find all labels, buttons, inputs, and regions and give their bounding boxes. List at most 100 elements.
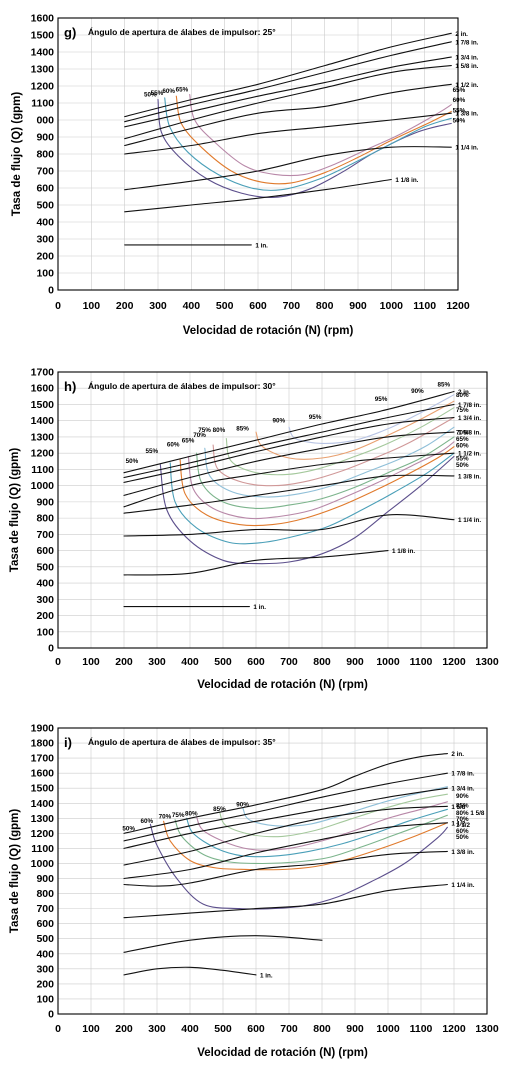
y-tick-label: 0 <box>48 285 54 297</box>
x-tick-label: 300 <box>149 300 167 312</box>
diameter-label: 1 7/8 in. <box>455 39 478 46</box>
diameter-line-2-in <box>123 390 455 474</box>
opening-label: 90% <box>273 417 286 424</box>
y-tick-label: 1600 <box>31 383 55 395</box>
opening-label: 65% <box>176 87 189 94</box>
diameter-label: 1 1/8 in. <box>395 177 418 184</box>
y-tick-label: 500 <box>36 561 54 573</box>
opening-label: 90% <box>236 801 249 808</box>
y-tick-label: 700 <box>36 166 54 178</box>
y-tick-label: 1200 <box>31 828 55 840</box>
opening-line-80 <box>196 801 448 851</box>
y-tick-label: 1100 <box>31 98 54 110</box>
opening-right-label: 55% <box>453 107 466 114</box>
y-tick-label: 000 <box>36 115 54 127</box>
opening-right-label: 60% <box>456 828 469 835</box>
y-tick-label: 1300 <box>31 813 55 825</box>
y-tick-label: 400 <box>36 217 54 229</box>
opening-line-50 <box>149 823 448 910</box>
x-tick-label: 0 <box>55 656 61 668</box>
y-tick-label: 1200 <box>31 81 55 93</box>
x-tick-label: 1300 <box>475 656 499 668</box>
y-tick-label: 300 <box>36 234 54 246</box>
y-tick-label: 0 <box>48 1009 54 1021</box>
opening-line-85 <box>219 793 448 838</box>
opening-line-55 <box>164 97 452 192</box>
y-tick-label: 1400 <box>31 47 55 59</box>
diameter-line-1-7-8-in <box>123 403 455 479</box>
opening-right-label: 70% <box>456 430 469 437</box>
y-tick-label: 1000 <box>31 858 55 870</box>
x-tick-label: 900 <box>346 656 364 668</box>
chart-panel-i: 0 100 200 300 400 500 600 700 800 900 1000 1100 1200… <box>0 712 517 1072</box>
diameter-label: 1 1/4 in. <box>458 517 481 524</box>
x-tick-label: 1000 <box>376 1023 400 1035</box>
x-axis-label: Velocidad de rotación (N) (rpm) <box>197 1047 368 1059</box>
opening-line-65 <box>187 441 455 520</box>
opening-right-label: 50% <box>456 462 469 469</box>
opening-label: 85% <box>438 382 451 389</box>
y-tick-label: 600 <box>36 183 54 195</box>
y-tick-label: 1600 <box>31 768 55 780</box>
x-tick-label: 900 <box>346 1023 364 1035</box>
x-tick-label: 0 <box>55 1023 61 1035</box>
opening-label: 90% <box>411 388 424 395</box>
y-tick-label: 1900 <box>31 723 55 735</box>
opening-label: 60% <box>167 442 180 449</box>
diameter-line-1-1-4-in <box>123 514 455 537</box>
y-tick-label: 300 <box>36 594 54 606</box>
opening-right-label: 65% <box>453 87 466 94</box>
y-tick-label: 100 <box>36 268 54 280</box>
panel-letter: g) <box>64 25 76 40</box>
diameter-label: 1 7/8 in. <box>451 771 474 778</box>
diameter-label: 1 3/4 in. <box>451 786 474 793</box>
opening-right-label: 1 1/2 <box>456 822 471 829</box>
y-axis-label: Tasa de flujo (Q) (gpm) <box>11 92 23 217</box>
x-tick-label: 100 <box>83 300 101 312</box>
x-tick-label: 200 <box>115 1023 133 1035</box>
diameter-label: 1 3/8 in. <box>455 111 478 118</box>
opening-label: 50% <box>126 458 139 465</box>
diameter-line-unnamed <box>123 935 323 953</box>
x-tick-label: 300 <box>148 1023 166 1035</box>
diameter-label: 1 in. <box>253 604 266 611</box>
diameter-line-1-7-8-in <box>123 772 448 842</box>
opening-label: 75% 80% <box>198 427 225 434</box>
opening-series-group: 50%55%60%65%70%75% 80% 85%90% 95%95%90%85%… <box>126 382 469 565</box>
opening-right-label: 85% <box>456 802 469 809</box>
diameter-line-1-1-2 <box>123 822 448 880</box>
x-tick-label: 100 <box>82 1023 100 1035</box>
opening-label: 50% <box>122 825 135 832</box>
opening-label: 50% <box>144 92 157 99</box>
diameter-label: 1 3/8 in. <box>451 849 474 856</box>
diameter-label: 1 1/4 in. <box>455 145 478 152</box>
diameter-line-1-1-2-in <box>124 83 452 147</box>
y-tick-label: 1500 <box>31 399 55 411</box>
diameter-label: 2 in. <box>458 389 471 396</box>
diameter-line-2-in <box>123 753 448 834</box>
y-tick-label: 700 <box>36 903 54 915</box>
diameter-label: 1 3/8 in. <box>458 473 481 480</box>
opening-label: 60% <box>162 88 175 95</box>
opening-right-label: 80% <box>456 392 469 399</box>
opening-right-label: 90% <box>456 793 469 800</box>
diameter-line-1-5-8-in <box>123 431 455 496</box>
x-tick-label: 400 <box>183 300 201 312</box>
x-tick-label: 1000 <box>380 300 404 312</box>
y-tick-label: 1700 <box>31 753 55 765</box>
grid <box>57 727 488 1015</box>
y-tick-label: 1800 <box>31 738 55 750</box>
opening-line-80 <box>212 416 455 487</box>
x-tick-label: 900 <box>349 300 367 312</box>
x-axis-label: Velocidad de rotación (N) (rpm) <box>197 679 368 691</box>
opening-series-group: 50%60%70% 75% 80%85%90%90%85%80% 1 5/870%1… <box>122 786 485 910</box>
x-tick-label: 0 <box>55 300 61 312</box>
opening-label: 95% <box>309 414 322 421</box>
opening-label: 85% <box>213 806 226 813</box>
x-tick-label: 1200 <box>446 300 470 312</box>
opening-label: 70% <box>193 432 206 439</box>
x-tick-label: 1300 <box>475 1023 499 1035</box>
diameter-line-1-1-8-in <box>124 178 392 213</box>
y-tick-label: 900 <box>36 873 54 885</box>
y-tick-label: 200 <box>36 978 54 990</box>
